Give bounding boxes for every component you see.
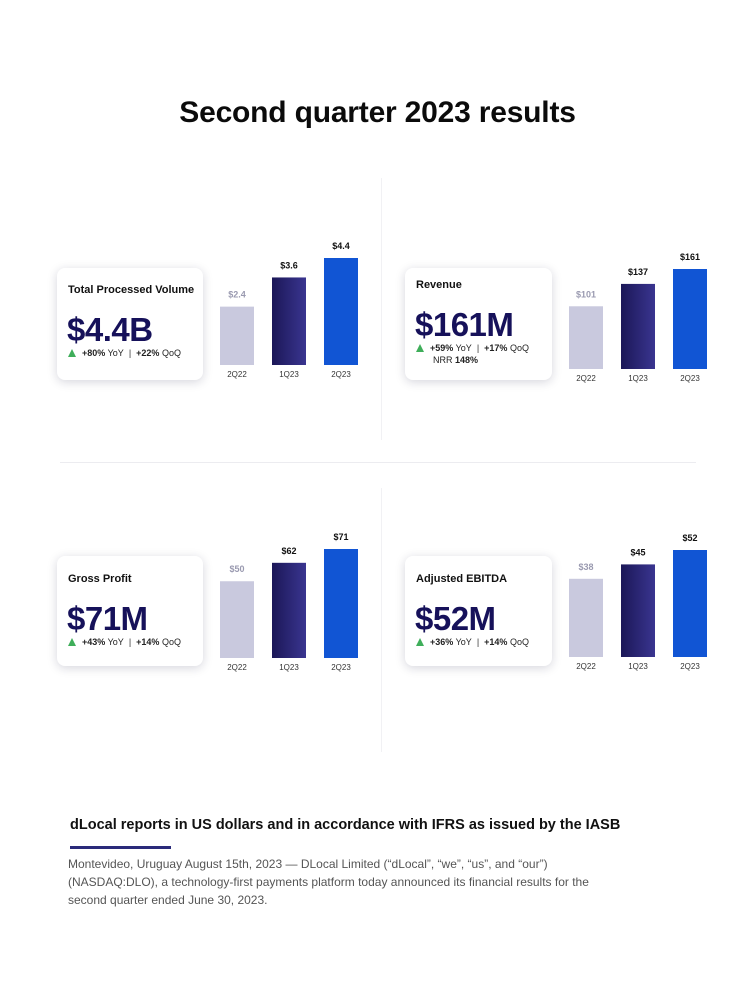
data-label: $52: [682, 533, 697, 543]
qoq-value: +14%: [484, 637, 508, 647]
up-arrow-icon: [68, 638, 76, 646]
bar-1q23: [272, 277, 306, 365]
yoy-label: YoY: [455, 343, 472, 353]
tick-label: 2Q23: [680, 374, 700, 383]
separator: |: [128, 637, 132, 647]
qoq-value: +17%: [484, 343, 508, 353]
tick-label: 2Q22: [227, 663, 247, 672]
yoy-label: YoY: [455, 637, 472, 647]
page-title: Second quarter 2023 results: [179, 96, 576, 129]
tick-label: 1Q23: [279, 663, 299, 672]
data-label: $2.4: [228, 290, 246, 300]
up-arrow-icon: [416, 344, 424, 352]
metric-card-gross-profit: Gross Profit $71M +43% YoY | +14% QoQ: [57, 556, 203, 666]
metric-card-revenue: Revenue $161M +59% YoY | +17% QoQ NRR 148%: [405, 268, 552, 380]
tick-label: 2Q23: [331, 370, 351, 379]
yoy-label: YoY: [107, 348, 124, 358]
data-label: $161: [680, 252, 700, 262]
up-arrow-icon: [68, 349, 76, 357]
qoq-value: +14%: [136, 637, 160, 647]
growth-line: +59% YoY | +17% QoQ: [416, 343, 529, 353]
metric-value: $71M: [67, 600, 148, 637]
qoq-label: QoQ: [161, 637, 181, 647]
bar-chart-tpv: $2.4 2Q22 $3.6 1Q23 $4.4 2Q23: [220, 241, 358, 379]
bar-2q22: [569, 578, 603, 657]
yoy-label: YoY: [107, 637, 124, 647]
nrr-label: NRR: [433, 355, 453, 365]
metric-value: $52M: [415, 600, 496, 637]
yoy-value: +80%: [82, 348, 106, 358]
qoq-label: QoQ: [161, 348, 181, 358]
tick-label: 1Q23: [279, 370, 299, 379]
tick-label: 2Q23: [331, 663, 351, 672]
bar-chart-ebitda: $38 2Q22 $45 1Q23 $52 2Q23: [569, 533, 707, 671]
bar-chart-gross-profit: $50 2Q22 $62 1Q23 $71 2Q23: [220, 532, 358, 672]
separator: |: [128, 348, 132, 358]
tick-label: 2Q22: [576, 662, 596, 671]
data-label: $50: [229, 564, 244, 574]
bar-2q23: [324, 549, 358, 658]
vertical-divider-top: [381, 178, 382, 440]
bar-chart-revenue: $101 2Q22 $137 1Q23 $161 2Q23: [569, 252, 707, 383]
metric-label: Revenue: [416, 279, 462, 291]
data-label: $3.6: [280, 260, 298, 270]
note-underline: [70, 846, 171, 849]
yoy-value: +59%: [430, 343, 454, 353]
growth-line: +43% YoY | +14% QoQ: [68, 637, 181, 647]
metric-card-tpv: Total Processed Volume $4.4B +80% YoY | +2…: [57, 268, 203, 380]
tick-label: 1Q23: [628, 374, 648, 383]
horizontal-divider: [60, 462, 696, 463]
growth-line: +80% YoY | +22% QoQ: [68, 348, 181, 358]
tick-label: 2Q22: [227, 370, 247, 379]
data-label: $38: [578, 562, 593, 572]
note-title: dLocal reports in US dollars and in acco…: [70, 817, 621, 833]
qoq-label: QoQ: [509, 343, 529, 353]
tick-label: 1Q23: [628, 662, 648, 671]
metric-value: $4.4B: [67, 311, 153, 348]
metric-card-ebitda: Adjusted EBITDA $52M +36% YoY | +14% QoQ: [405, 556, 552, 666]
data-label: $137: [628, 267, 648, 277]
nrr-line: NRR 148%: [433, 355, 478, 365]
growth-line: +36% YoY | +14% QoQ: [416, 637, 529, 647]
data-label: $45: [630, 547, 645, 557]
data-label: $4.4: [332, 241, 350, 251]
bar-2q23: [673, 550, 707, 657]
bar-2q22: [569, 306, 603, 369]
metric-label: Total Processed Volume: [68, 284, 195, 296]
bar-2q23: [673, 269, 707, 369]
tick-label: 2Q22: [576, 374, 596, 383]
separator: |: [476, 637, 480, 647]
data-label: $62: [281, 546, 296, 556]
separator: |: [476, 343, 480, 353]
bar-2q22: [220, 306, 254, 365]
yoy-value: +36%: [430, 637, 454, 647]
data-label: $101: [576, 289, 596, 299]
yoy-value: +43%: [82, 637, 106, 647]
bar-1q23: [621, 564, 655, 657]
bar-1q23: [621, 283, 655, 369]
bar-2q22: [220, 581, 254, 658]
bar-2q23: [324, 258, 358, 365]
metric-label: Gross Profit: [68, 573, 132, 585]
tick-label: 2Q23: [680, 662, 700, 671]
bar-1q23: [272, 562, 306, 658]
qoq-value: +22%: [136, 348, 160, 358]
data-label: $71: [333, 532, 348, 542]
metric-label: Adjusted EBITDA: [416, 573, 508, 585]
qoq-label: QoQ: [509, 637, 529, 647]
note-body: Montevideo, Uruguay August 15th, 2023 — …: [68, 857, 589, 907]
vertical-divider-bottom: [381, 488, 382, 752]
nrr-value: 148%: [455, 355, 479, 365]
metric-value: $161M: [415, 306, 514, 343]
up-arrow-icon: [416, 638, 424, 646]
